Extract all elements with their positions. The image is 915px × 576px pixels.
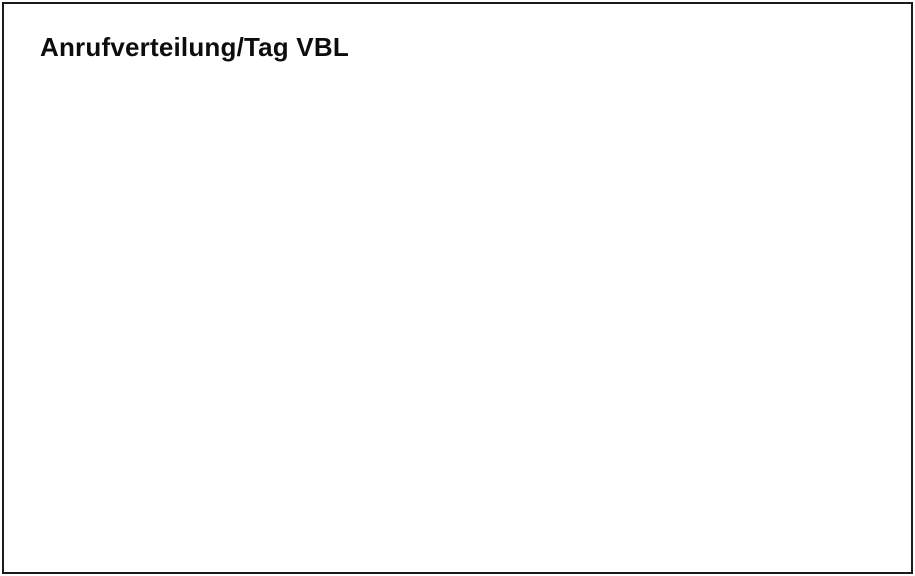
chart-title: Anrufverteilung/Tag VBL <box>40 32 349 62</box>
